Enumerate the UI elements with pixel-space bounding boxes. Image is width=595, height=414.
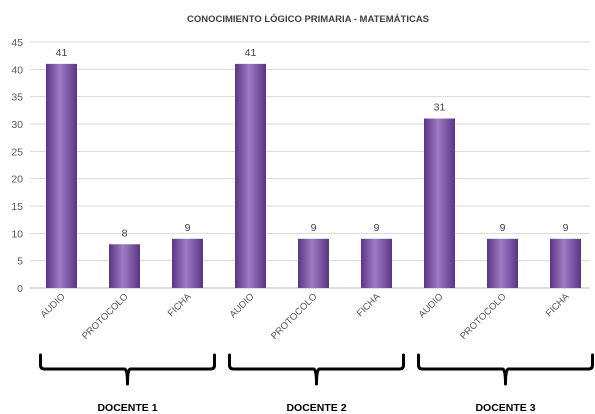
y-tick-label: 35 <box>11 92 23 104</box>
bar <box>361 238 392 288</box>
group-braces: DOCENTE 1 DOCENTE 2 DOCENTE 3 <box>39 353 594 414</box>
y-axis-ticks: 0 5 10 15 20 25 30 35 40 45 <box>11 37 23 295</box>
x-tick-label: PROTOCOLO <box>458 291 509 342</box>
bar <box>298 238 329 288</box>
bars <box>46 63 581 289</box>
group-label: DOCENTE 2 <box>286 402 346 414</box>
x-tick-label: FICHA <box>166 291 194 319</box>
data-label: 9 <box>563 222 569 234</box>
x-tick-label: FICHA <box>544 291 572 319</box>
bar <box>109 244 140 288</box>
data-label: 8 <box>122 227 128 239</box>
x-tick-label: AUDIO <box>417 291 446 320</box>
y-tick-label: 0 <box>17 283 23 295</box>
data-labels: 41 8 9 41 9 9 31 9 9 <box>56 47 569 239</box>
data-label: 9 <box>311 222 317 234</box>
group-label: DOCENTE 1 <box>97 402 157 414</box>
bar <box>487 238 518 288</box>
y-tick-label: 5 <box>17 256 23 268</box>
data-label: 9 <box>500 222 506 234</box>
data-label: 41 <box>245 47 257 59</box>
bar <box>172 238 203 288</box>
x-tick-label: PROTOCOLO <box>80 291 131 342</box>
y-tick-label: 30 <box>11 119 23 131</box>
y-tick-label: 10 <box>11 228 23 240</box>
group-brace <box>228 353 405 386</box>
y-tick-label: 20 <box>11 174 23 186</box>
category-labels: AUDIO PROTOCOLO FICHA AUDIO PROTOCOLO FICHA AU… <box>39 291 573 342</box>
y-tick-label: 45 <box>11 37 23 49</box>
data-label: 41 <box>56 47 68 59</box>
x-tick-label: AUDIO <box>39 291 68 320</box>
x-tick-label: AUDIO <box>228 291 257 320</box>
y-tick-label: 40 <box>11 64 23 76</box>
chart-title: CONOCIMIENTO LÓGICO PRIMARIA - MATEMÁTIC… <box>187 13 429 25</box>
data-label: 31 <box>434 102 446 114</box>
bar <box>424 118 455 289</box>
group-label: DOCENTE 3 <box>475 402 535 414</box>
x-tick-label: FICHA <box>355 291 383 319</box>
bar <box>550 238 581 288</box>
bar <box>235 63 266 288</box>
group-brace <box>417 353 594 386</box>
y-tick-label: 25 <box>11 146 23 158</box>
data-label: 9 <box>185 222 191 234</box>
data-label: 9 <box>374 222 380 234</box>
bar <box>46 63 77 288</box>
y-tick-label: 15 <box>11 201 23 213</box>
x-tick-label: PROTOCOLO <box>269 291 320 342</box>
group-brace <box>39 353 216 386</box>
